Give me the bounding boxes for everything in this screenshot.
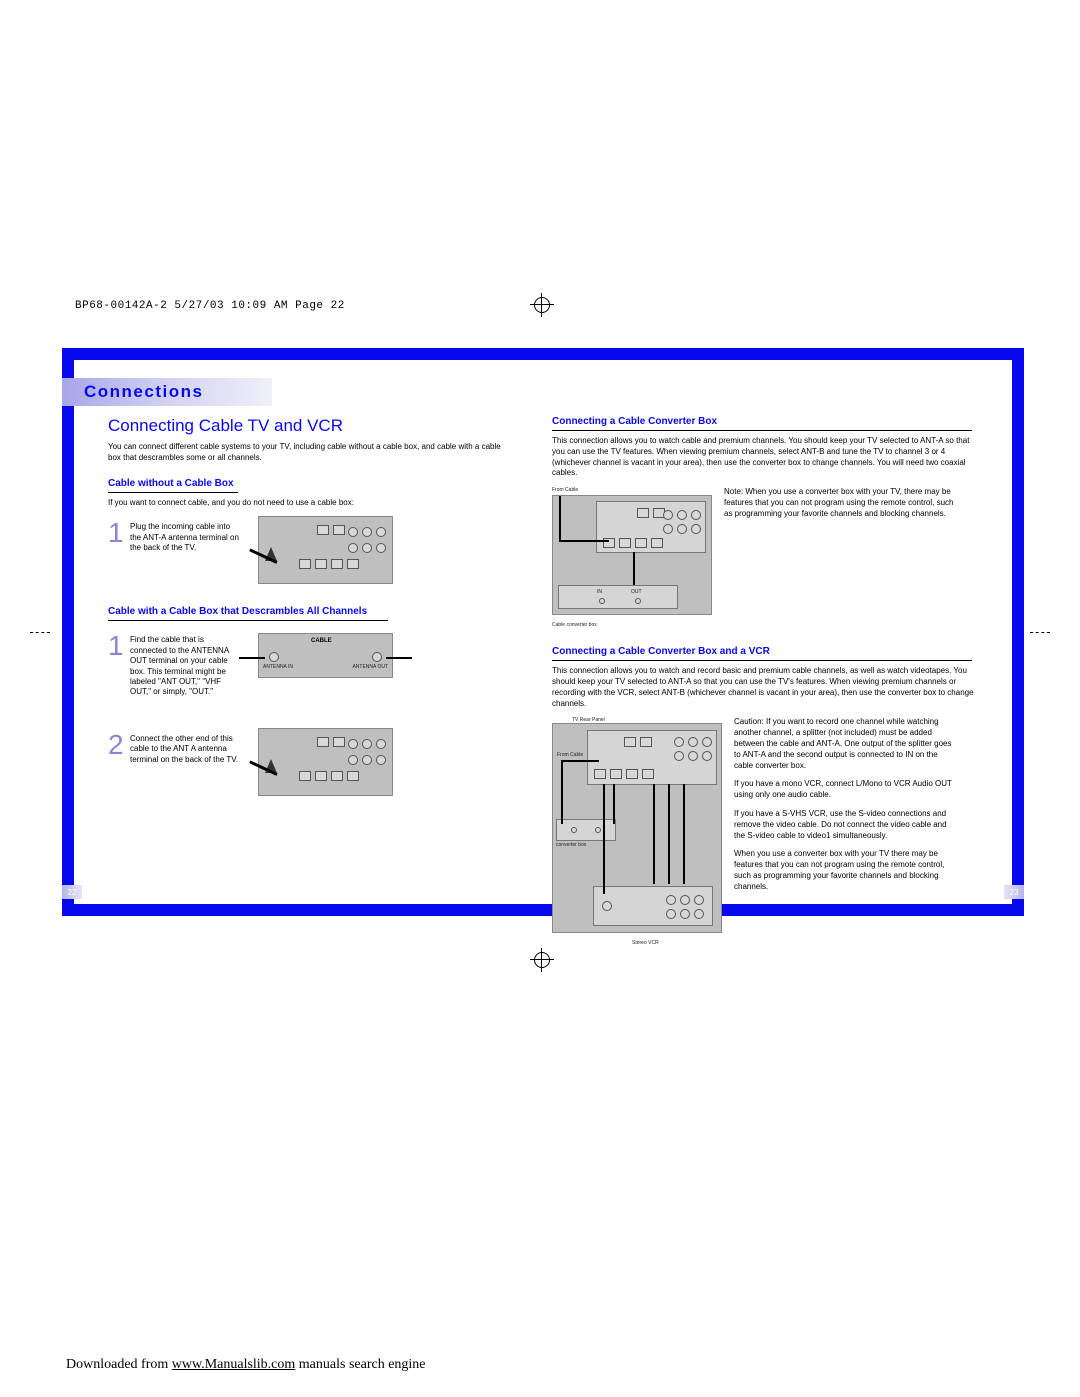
step-text: Find the cable that is connected to the … — [130, 635, 240, 697]
left-column: Connecting Cable TV and VCR You can conn… — [108, 416, 508, 796]
diagram-converter-box: IN OUT — [552, 495, 712, 615]
subhead-cable-no-box: Cable without a Cable Box — [108, 478, 508, 489]
step-number: 1 — [108, 522, 124, 553]
converter-vcr-text: This connection allows you to watch and … — [552, 666, 982, 709]
step-number: 1 — [108, 635, 124, 697]
converter-box-label: Cable converter box — [552, 622, 712, 628]
subhead-converter: Connecting a Cable Converter Box — [552, 416, 982, 427]
step-number: 2 — [108, 734, 124, 765]
divider — [108, 492, 238, 493]
step-text: Connect the other end of this cable to t… — [130, 734, 240, 765]
step-text: Plug the incoming cable into the ANT-A a… — [130, 522, 240, 553]
note-converter: Note: When you use a converter box with … — [724, 487, 954, 527]
footer-link[interactable]: www.Manualslib.com — [172, 1357, 296, 1372]
trim-dash-left — [30, 632, 50, 633]
diagram-converter-vcr: From Cable converter box — [552, 723, 722, 933]
subhead-converter-vcr: Connecting a Cable Converter Box and a V… — [552, 646, 982, 657]
footer-post: manuals search engine — [295, 1357, 425, 1372]
sub1-intro: If you want to connect cable, and you do… — [108, 498, 508, 509]
notes-right: Caution: If you want to record one chann… — [734, 717, 959, 900]
step-1: 1 Plug the incoming cable into the ANT-A… — [108, 522, 240, 553]
coax-plug-icon — [247, 547, 287, 573]
diagram-antenna-direct — [258, 516, 393, 584]
print-header: BP68-00142A-2 5/27/03 10:09 AM Page 22 — [75, 300, 345, 312]
right-column: Connecting a Cable Converter Box This co… — [552, 416, 982, 946]
footer: Downloaded from www.Manualslib.com manua… — [66, 1357, 426, 1373]
divider — [552, 660, 972, 661]
section-title: Connections — [62, 382, 203, 402]
subhead-cable-with-box: Cable with a Cable Box that Descrambles … — [108, 606, 508, 617]
section-tab: Connections — [62, 378, 272, 406]
page-frame: Connections Connecting Cable TV and VCR … — [62, 348, 1024, 916]
page-title: Connecting Cable TV and VCR — [108, 416, 508, 436]
crop-mark-bottom — [530, 948, 554, 972]
diagram-cable-box: CABLE ANTENNA IN ANTENNA OUT — [258, 633, 393, 678]
diagram-antenna-connect — [258, 728, 393, 796]
page-number-right: 23 — [1004, 885, 1024, 899]
step-2: 2 Connect the other end of this cable to… — [108, 734, 240, 765]
stereo-vcr-label: Stereo VCR — [632, 940, 722, 946]
coax-plug-icon — [247, 759, 287, 785]
trim-dash-right — [1030, 632, 1050, 633]
step-1b: 1 Find the cable that is connected to th… — [108, 635, 240, 697]
from-cable-label: From Cable — [552, 487, 712, 493]
footer-pre: Downloaded from — [66, 1357, 172, 1372]
intro-text: You can connect different cable systems … — [108, 442, 508, 464]
converter-text: This connection allows you to watch cabl… — [552, 436, 982, 479]
divider — [108, 620, 388, 621]
divider — [552, 430, 972, 431]
page-number-left: 22 — [62, 885, 82, 899]
crop-mark-top — [530, 293, 554, 317]
